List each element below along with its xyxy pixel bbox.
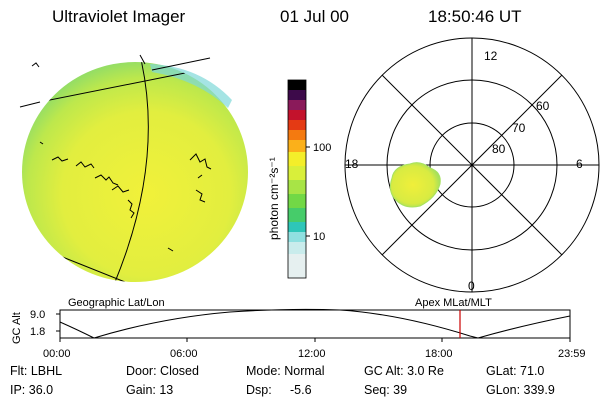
orbit-ylabel: GC Alt — [11, 312, 23, 344]
mlt-label-12: 12 — [484, 49, 498, 63]
colorbar: 100 10 photon cm⁻²s⁻¹ — [267, 79, 331, 279]
polar-mlt-plot — [344, 37, 600, 293]
coastlines — [39, 141, 212, 252]
dsp-label: Dsp: — [246, 383, 272, 397]
orbit-left-title: Geographic Lat/Lon — [68, 297, 165, 309]
orbit-altitude-plot — [56, 308, 571, 342]
mlt-label-0: 0 — [468, 279, 475, 293]
orbit-xtick-0000: 00:00 — [43, 348, 71, 360]
observation-time: 18:50:46 UT — [428, 7, 522, 26]
instrument-title: Ultraviolet Imager — [52, 7, 186, 26]
mlat-label-60: 60 — [536, 99, 550, 113]
uv-image-panel — [19, 54, 248, 282]
mlt-label-6: 6 — [576, 157, 583, 171]
gc-alt-info: GC Alt: 3.0 Re — [364, 364, 444, 378]
orbit-xtick-1800: 18:00 — [425, 348, 453, 360]
gain-info: Gain: 13 — [126, 383, 174, 397]
orbit-ytick-9: 9.0 — [30, 309, 45, 321]
glat-info: GLat: 71.0 — [486, 364, 545, 378]
mlt-label-18: 18 — [345, 157, 359, 171]
orbit-ytick-1-8: 1.8 — [30, 326, 45, 338]
colorbar-unit-label: photon cm⁻²s⁻¹ — [267, 157, 281, 240]
altitude-curve — [59, 308, 571, 339]
observation-date: 01 Jul 00 — [280, 7, 349, 26]
auroral-disk — [22, 62, 248, 282]
colorbar-tick-100: 100 — [313, 142, 331, 154]
colorbar-tick-10: 10 — [313, 231, 325, 243]
polar-auroral-blob — [389, 162, 441, 208]
glon-info: GLon: 339.9 — [486, 383, 555, 397]
orbit-xtick-2359: 23:59 — [558, 348, 586, 360]
door-info: Door: Closed — [126, 364, 199, 378]
orbit-xtick-0600: 06:00 — [170, 348, 198, 360]
coastline — [31, 62, 40, 68]
geo-grid-line — [19, 101, 41, 108]
mode-info: Mode: Normal — [246, 364, 325, 378]
filter-info: Flt: LBHL — [10, 364, 63, 378]
orbit-right-title: Apex MLat/MLT — [415, 297, 492, 309]
meridian-line — [139, 54, 146, 65]
dayside-cyan-fringe — [150, 64, 232, 108]
seq-info: Seq: 39 — [364, 383, 408, 397]
ip-info: IP: 36.0 — [10, 383, 54, 397]
geo-grid-line — [22, 67, 211, 107]
meridian-line — [114, 62, 149, 282]
mlat-label-80: 80 — [492, 142, 506, 156]
geo-grid-line — [151, 57, 211, 71]
orbit-xtick-1200: 12:00 — [298, 348, 326, 360]
dsp-value: -5.6 — [290, 383, 312, 397]
mlat-label-70: 70 — [512, 121, 526, 135]
